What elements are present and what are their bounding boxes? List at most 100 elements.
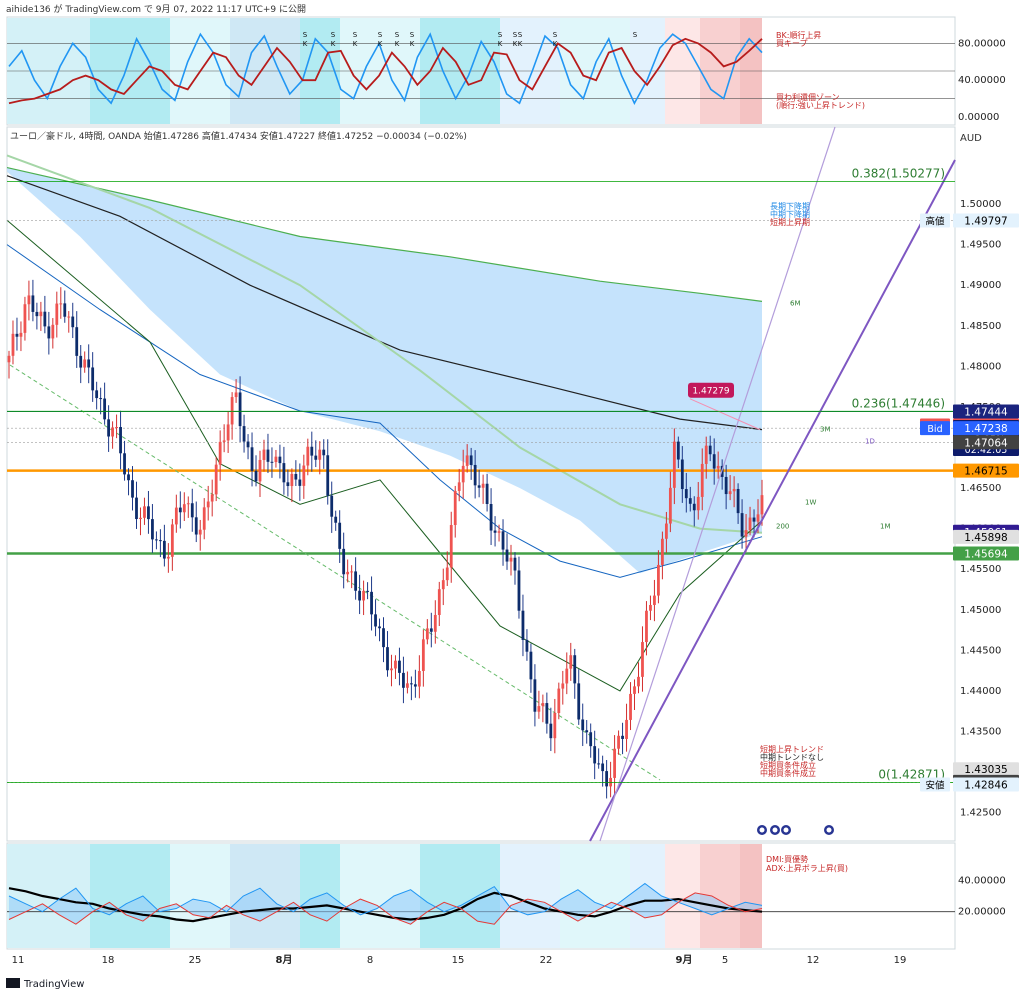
candle [752, 509, 756, 538]
candle [398, 647, 401, 686]
candle-body [617, 735, 620, 749]
candle [210, 479, 214, 517]
y-tick-label: 80.00000 [958, 38, 1006, 49]
price-label-box [953, 213, 1019, 228]
candle [660, 531, 664, 580]
candle [485, 473, 489, 512]
x-tick-label: 12 [807, 955, 820, 966]
candle [617, 730, 620, 755]
candle [31, 279, 35, 322]
price-tag-text: 安値 [925, 780, 945, 792]
candle [732, 476, 736, 508]
ma-label: 1W [805, 498, 816, 506]
trend-annotation: 長期下降期 [770, 201, 810, 211]
alert-icon[interactable] [757, 825, 767, 835]
candle [91, 352, 95, 402]
price-label: 1.49797 高値 [920, 213, 1019, 228]
price-label: 1.46715 [953, 463, 1019, 478]
candle-body [425, 628, 429, 640]
price-label: 1.47238 Bid [920, 421, 1019, 436]
candle-body [206, 501, 210, 508]
candle [206, 485, 210, 521]
candle [433, 600, 437, 644]
candle [290, 468, 294, 503]
publish-note: aihide136 が TradingView.com で 9月 07, 202… [6, 3, 306, 15]
brand-label: TradingView [23, 979, 84, 990]
candle-body [79, 355, 83, 368]
x-tick-label: 18 [102, 955, 115, 966]
dmi-annotation: ADX:上昇ボラ上昇(買) [766, 864, 848, 873]
candle-body [660, 538, 664, 565]
y-tick-label: 1.42500 [960, 808, 1001, 819]
price-panel[interactable]: ユーロ／豪ドル, 4時間, OANDA 始値1.47286 高値1.47434 … [6, 126, 1019, 842]
candle [744, 514, 748, 553]
y-tick-label: 1.48500 [960, 321, 1001, 332]
candle-body [593, 746, 597, 764]
candle [282, 446, 286, 495]
candle [186, 496, 190, 518]
candle-body [525, 639, 529, 652]
alert-icon[interactable] [781, 825, 791, 835]
candle-body [465, 455, 469, 466]
oscillator-annotation: 買キープ [776, 39, 808, 48]
time-axis[interactable]: 11 18 25 8月 8 15 22 9月 5 12 19 [12, 954, 907, 966]
candle [402, 656, 405, 704]
signal-mark: K [498, 40, 503, 48]
candle [533, 664, 537, 727]
y-tick-label: 1.50000 [960, 199, 1001, 210]
candle-body [222, 440, 226, 442]
price-label-box [953, 463, 1019, 478]
candle [71, 302, 75, 339]
candle-body [95, 390, 99, 399]
x-tick-label: 9月 [676, 954, 693, 966]
candle [330, 481, 334, 533]
candle-body [214, 464, 218, 495]
price-label: 1.47444 [953, 404, 1019, 419]
candle [47, 311, 51, 355]
alert-icon[interactable] [770, 825, 780, 835]
candle [107, 405, 111, 452]
candle [736, 483, 740, 524]
candle-body [409, 683, 413, 685]
candle-body [63, 303, 67, 317]
candle-body [234, 392, 238, 398]
candle-body [274, 456, 278, 463]
moving-average-1 [6, 154, 763, 534]
candle-body [728, 491, 732, 495]
candle-body [680, 459, 684, 490]
candle-body [35, 311, 39, 317]
candle-body [473, 464, 477, 486]
candle [708, 435, 712, 462]
candle-body [19, 332, 23, 337]
candle [326, 439, 330, 505]
moving-average-0 [6, 175, 763, 431]
candle [657, 550, 660, 604]
candle-body [55, 303, 59, 325]
fib-level-label: 0.382(1.50277) [852, 167, 945, 181]
candle-body [11, 333, 15, 356]
candle-body [298, 479, 302, 486]
candle-body [437, 589, 441, 615]
trend-annotation: 中期買条件成立 [760, 768, 816, 778]
fib-level-label: 0.236(1.47446) [852, 396, 945, 410]
candle-body [421, 639, 425, 671]
alert-icon[interactable] [824, 825, 834, 835]
candle-body [485, 483, 489, 504]
candle-body [143, 506, 146, 518]
candle-body [310, 446, 314, 456]
candle [597, 748, 601, 769]
y-tick-label: 1.44000 [960, 686, 1001, 697]
candle-body [91, 367, 95, 391]
dmi-annotation: DMI:買優勢 [766, 854, 808, 864]
candle [589, 723, 593, 758]
candle-body [625, 719, 628, 739]
candle-body [198, 529, 202, 535]
candle-body [386, 647, 389, 671]
candle [258, 450, 262, 498]
candle [704, 436, 708, 479]
candle [214, 457, 218, 502]
candle-body [190, 503, 194, 518]
